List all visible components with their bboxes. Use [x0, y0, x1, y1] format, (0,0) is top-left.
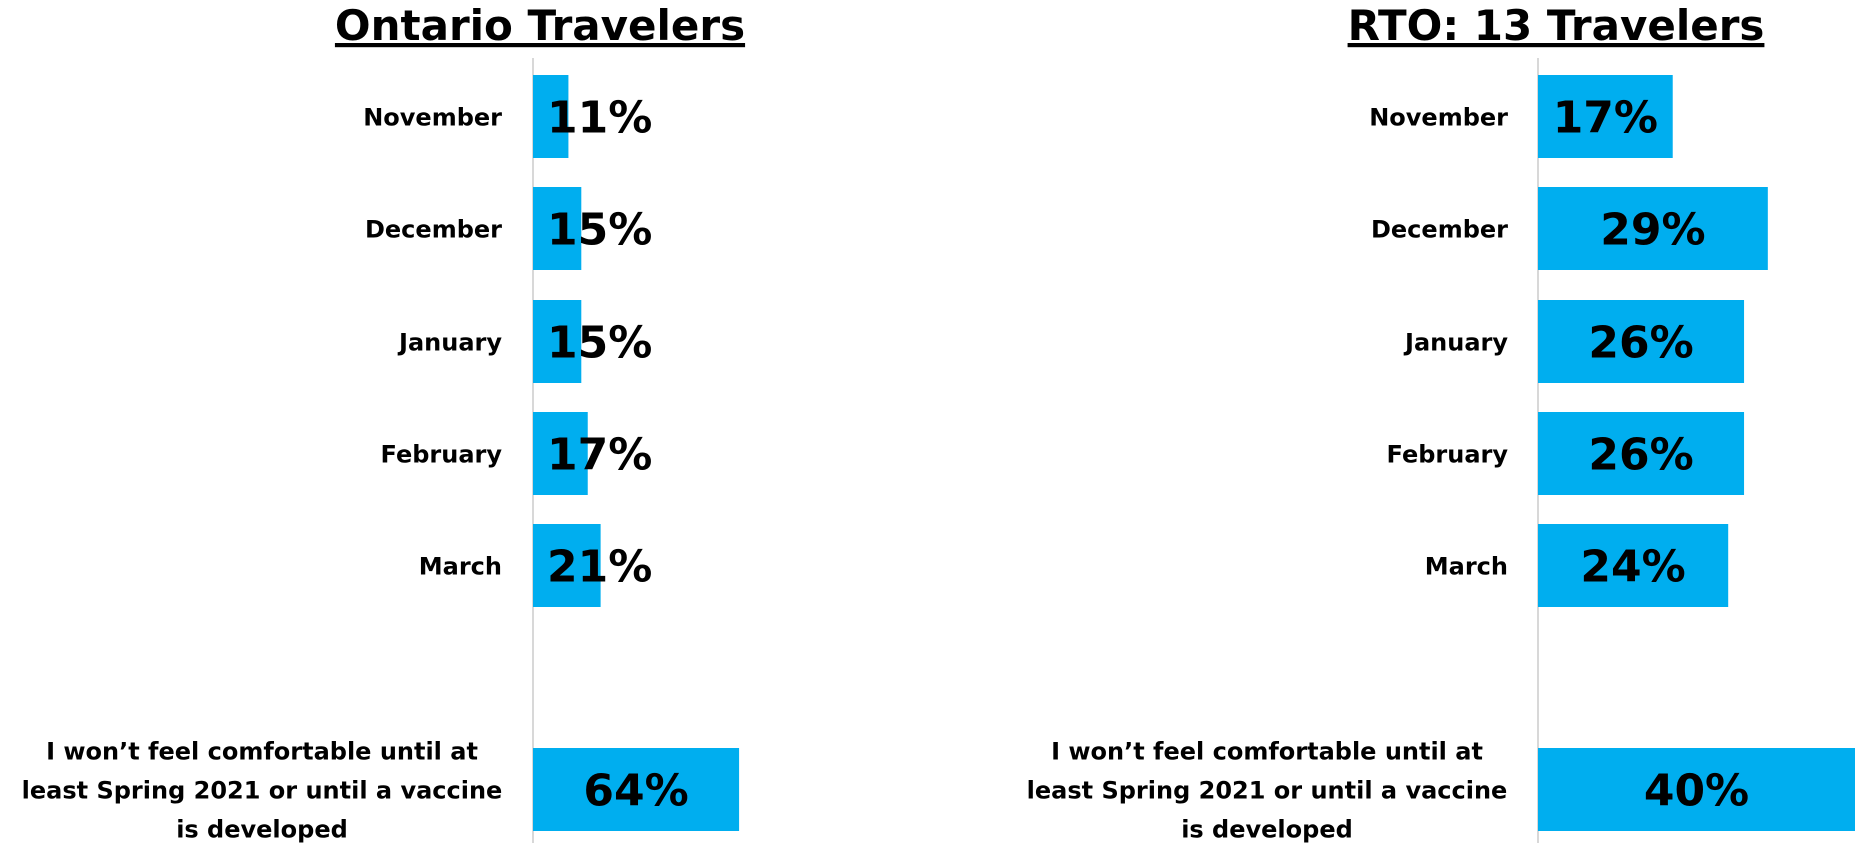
value-label-ontario-5: 64% — [583, 766, 688, 817]
category-label-line: March — [1425, 553, 1508, 581]
bar-rto13-1 — [1538, 187, 1768, 270]
rto13-travelers-chart: RTO: 13 Travelers November 17% December 29% J… — [1027, 1, 1855, 843]
bar-ontario-4 — [533, 524, 601, 607]
category-label-rto13-3: February — [1387, 441, 1509, 469]
category-label-ontario-3: February — [381, 441, 503, 469]
value-label-ontario-0: 11% — [547, 93, 652, 144]
category-label-line: I won’t feel comfortable until at — [46, 738, 478, 766]
bar-ontario-0 — [533, 75, 569, 158]
category-label-ontario-5: I won’t feel comfortable until at least S… — [22, 738, 503, 843]
category-label-ontario-2: January — [397, 329, 502, 357]
category-label-line: March — [419, 553, 502, 581]
category-label-line: February — [1387, 441, 1509, 469]
category-label-line: November — [363, 104, 502, 132]
bar-ontario-3 — [533, 412, 588, 495]
bar-rto13-3 — [1538, 412, 1745, 495]
category-label-line: least Spring 2021 or until a vaccine — [22, 777, 503, 805]
bar-ontario-5 — [533, 748, 740, 831]
category-label-line: January — [1403, 329, 1508, 357]
value-label-rto13-1: 29% — [1600, 205, 1705, 256]
value-label-ontario-2: 15% — [547, 318, 652, 369]
category-label-ontario-4: March — [419, 553, 502, 581]
ontario-travelers-chart: Ontario Travelers November 11% December 15% J… — [22, 1, 745, 843]
category-label-rto13-1: December — [1371, 216, 1508, 244]
category-label-line: December — [365, 216, 502, 244]
category-label-rto13-4: March — [1425, 553, 1508, 581]
bar-ontario-2 — [533, 300, 582, 383]
category-label-line: is developed — [176, 816, 348, 843]
category-label-line: February — [381, 441, 503, 469]
category-label-ontario-0: November — [363, 104, 502, 132]
category-label-line: November — [1369, 104, 1508, 132]
value-label-rto13-4: 24% — [1580, 542, 1685, 593]
value-label-rto13-3: 26% — [1588, 430, 1693, 481]
category-label-ontario-1: December — [365, 216, 502, 244]
bar-rto13-2 — [1538, 300, 1745, 383]
category-label-line: is developed — [1181, 816, 1353, 843]
value-label-ontario-1: 15% — [547, 205, 652, 256]
category-label-line: January — [397, 329, 502, 357]
value-label-ontario-3: 17% — [547, 430, 652, 481]
bar-rto13-4 — [1538, 524, 1729, 607]
value-label-rto13-5: 40% — [1644, 766, 1749, 817]
bar-rto13-5 — [1538, 748, 1855, 831]
value-label-ontario-4: 21% — [547, 542, 652, 593]
bar-ontario-1 — [533, 187, 582, 270]
chart-title-rto13: RTO: 13 Travelers — [1348, 1, 1765, 50]
category-label-rto13-2: January — [1403, 329, 1508, 357]
bar-rto13-0 — [1538, 75, 1673, 158]
category-label-rto13-0: November — [1369, 104, 1508, 132]
category-label-line: least Spring 2021 or until a vaccine — [1027, 777, 1508, 805]
category-label-line: December — [1371, 216, 1508, 244]
value-label-rto13-0: 17% — [1553, 93, 1658, 144]
category-label-line: I won’t feel comfortable until at — [1051, 738, 1483, 766]
chart-title-ontario: Ontario Travelers — [335, 1, 745, 50]
value-label-rto13-2: 26% — [1588, 318, 1693, 369]
category-label-rto13-5: I won’t feel comfortable until at least S… — [1027, 738, 1508, 843]
